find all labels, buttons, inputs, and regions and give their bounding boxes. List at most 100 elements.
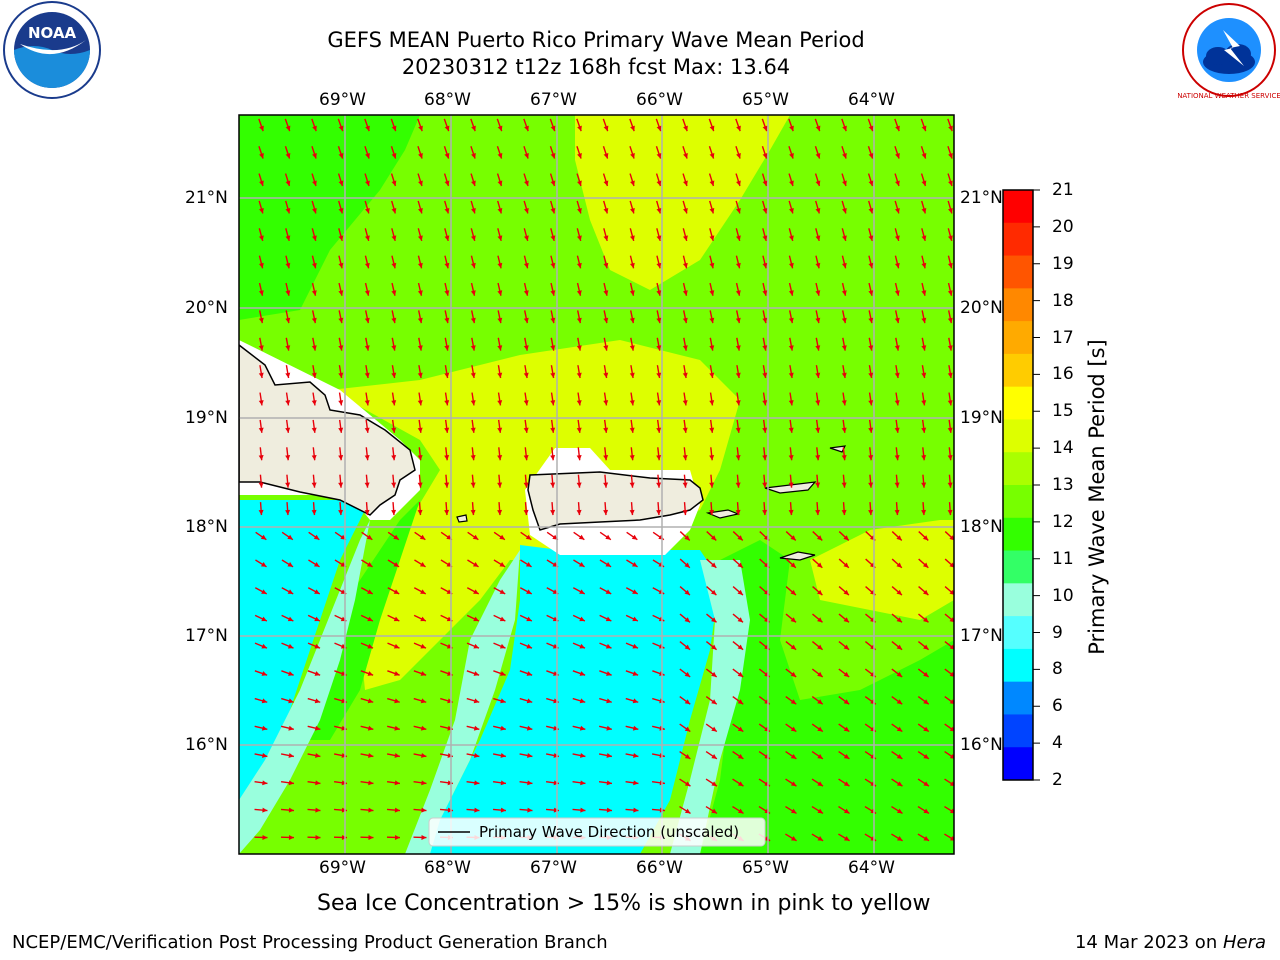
wave-arrow-head (788, 400, 794, 406)
wave-arrow-head (550, 400, 556, 406)
wave-arrow-head (417, 317, 423, 324)
wave-arrow-head (394, 780, 400, 786)
wave-arrow-head (550, 509, 556, 516)
wave-arrow-head (260, 562, 267, 567)
wave-arrow-head (896, 808, 903, 814)
lon-label-top-2: 68°W (424, 90, 471, 110)
wave-arrow-head (367, 725, 374, 731)
wave-arrow-head (842, 207, 847, 214)
wave-arrow-head (418, 207, 423, 214)
wave-arrow-head (682, 317, 688, 324)
wave-arrow-head (258, 509, 264, 516)
sea-ice-note: Sea Ice Concentration > 15% is shown in … (317, 891, 931, 916)
wave-arrow-head (258, 317, 264, 324)
wave-arrow-head (735, 455, 741, 461)
wave-arrow-head (815, 290, 821, 296)
wave-arrow-head (417, 345, 423, 351)
wave-arrow-head (338, 317, 344, 324)
wave-arrow-head (420, 671, 427, 676)
wave-arrow-head (737, 781, 744, 787)
wave-arrow-head (629, 317, 635, 324)
wave-arrow-head (894, 400, 900, 406)
wave-arrow-head (470, 262, 476, 269)
wave-arrow-head (368, 807, 374, 813)
wave-arrow-head (709, 317, 715, 324)
wave-arrow-head (737, 699, 744, 705)
wave-arrow-head (524, 153, 529, 159)
wave-arrow-head (843, 753, 850, 759)
wave-arrow-head (500, 725, 506, 731)
wave-arrow-head (896, 562, 902, 568)
colorbar-tick-label: 12 (1052, 511, 1074, 532)
wave-arrow-head (365, 125, 370, 132)
wave-arrow-head (576, 400, 582, 406)
wave-arrow-head (843, 781, 850, 787)
wave-arrow-head (523, 482, 529, 488)
wave-arrow-head (576, 235, 582, 241)
wave-arrow-head (629, 400, 635, 406)
wave-arrow-head (391, 235, 397, 241)
wave-arrow-head (577, 153, 582, 159)
lat-label-left-2: 20°N (185, 298, 228, 318)
wave-arrow-head (368, 780, 374, 786)
wave-arrow-head (420, 616, 426, 622)
wave-arrow-head (576, 317, 582, 324)
wave-arrow-head (947, 290, 953, 296)
wave-arrow-head (288, 753, 294, 758)
wave-arrow-head (894, 455, 900, 461)
wave-arrow-head (578, 562, 585, 567)
wave-arrow-head (393, 589, 400, 594)
wave-arrow-head (949, 671, 954, 677)
wave-arrow-head (367, 616, 373, 622)
wave-arrow-head (844, 836, 850, 841)
wave-arrow-head (474, 753, 480, 758)
wave-arrow-head (684, 781, 691, 787)
wave-arrow-head (923, 671, 929, 677)
wave-arrow-head (762, 455, 768, 461)
wave-arrow-head (868, 455, 874, 461)
wave-arrow-head (605, 562, 612, 567)
wave-arrow-head (762, 290, 768, 296)
wave-arrow-head (523, 290, 529, 296)
wave-arrow-head (473, 616, 479, 622)
wave-arrow-head (894, 290, 900, 296)
wave-arrow-head (368, 834, 374, 840)
wave-arrow-head (815, 317, 821, 324)
wave-arrow-head (788, 262, 794, 269)
wave-arrow-head (711, 589, 717, 596)
wave-arrow-head (735, 482, 741, 488)
wave-arrow-head (550, 125, 556, 132)
wave-arrow-head (444, 509, 450, 516)
wave-arrow-head (894, 235, 900, 241)
wave-arrow-head (684, 753, 691, 759)
wave-arrow-head (338, 509, 344, 516)
wave-arrow-head (470, 400, 476, 406)
wave-arrow-head (632, 616, 638, 622)
wave-arrow-head (419, 534, 426, 540)
wave-arrow-head (314, 643, 321, 649)
wave-arrow-head (895, 180, 900, 187)
wave-arrow-head (631, 534, 638, 540)
wave-arrow-head (288, 698, 294, 704)
wave-arrow-head (736, 180, 741, 187)
wave-arrow-head (526, 671, 533, 676)
wave-arrow-head (497, 125, 503, 132)
field-zone-north (575, 115, 790, 290)
wave-arrow-head (815, 125, 821, 132)
wave-arrow-head (391, 455, 397, 461)
wave-arrow-head (684, 644, 691, 650)
wave-arrow-head (315, 753, 321, 758)
lon-label-bottom-6: 64°W (848, 858, 895, 878)
field-zone-lightcyan (239, 520, 370, 854)
wave-arrow-head (285, 317, 291, 324)
wave-arrow-head (287, 616, 294, 622)
wave-arrow-head (497, 372, 503, 379)
wave-arrow-head (868, 180, 874, 187)
wave-arrow-head (394, 725, 400, 731)
wave-arrow-head (603, 125, 609, 132)
wave-arrow-head (338, 207, 344, 214)
wave-arrow-head (894, 427, 900, 433)
wave-arrow-head (470, 317, 476, 324)
wave-arrow-head (735, 262, 741, 269)
colorbar-segment (1003, 386, 1033, 420)
